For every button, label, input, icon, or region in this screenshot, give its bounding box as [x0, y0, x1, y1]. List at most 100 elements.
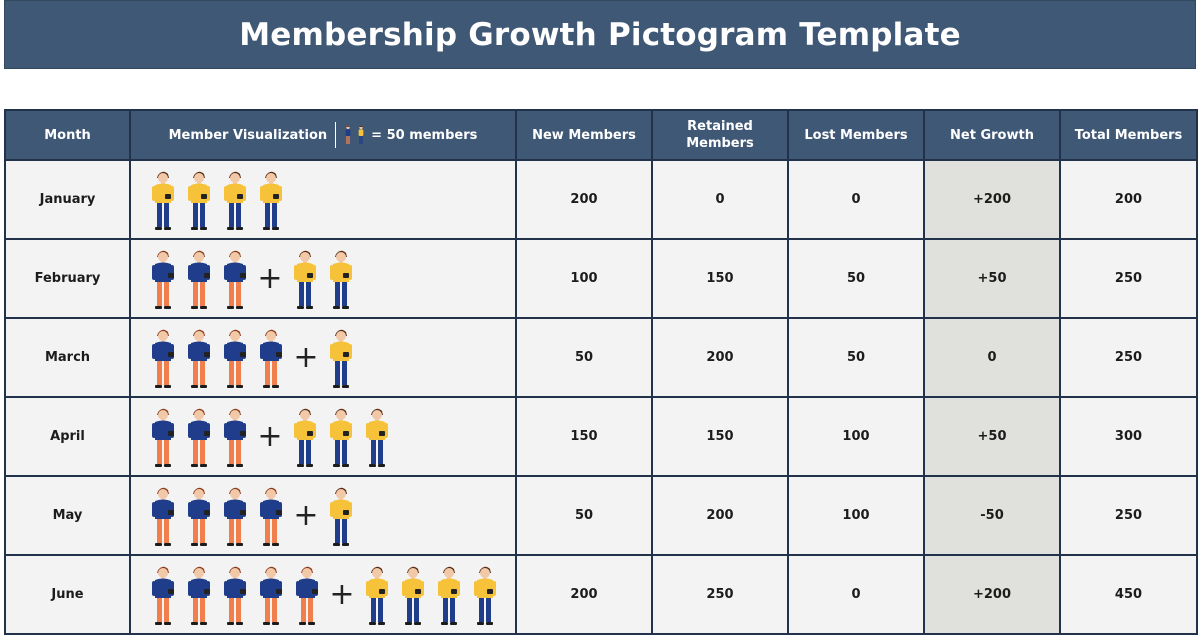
retained-members-cell: 250 [651, 554, 789, 635]
header-new-members: New Members [515, 109, 653, 161]
visualization-cell: + [129, 396, 517, 477]
table-row: March + 50 200 50 0 250 [4, 317, 1198, 398]
pictogram: + [131, 556, 515, 633]
visualization-cell: + [129, 238, 517, 319]
retained-member-legend-icon [345, 125, 351, 144]
retained-members-cell: 150 [651, 238, 789, 319]
retained-member-icon [224, 329, 246, 388]
new-member-icon [224, 171, 246, 230]
visualization-cell [129, 159, 517, 240]
new-members-cell: 50 [515, 475, 653, 556]
new-member-icon [402, 566, 424, 625]
pictogram: + [131, 240, 515, 317]
title-bar: Membership Growth Pictogram Template [4, 0, 1196, 69]
legend-icons [342, 122, 367, 148]
new-members-cell: 200 [515, 159, 653, 240]
total-members-cell: 450 [1059, 554, 1198, 635]
visualization-cell: + [129, 475, 517, 556]
retained-member-icon [152, 566, 174, 625]
new-member-icon [260, 171, 282, 230]
new-member-icon [438, 566, 460, 625]
table-body: January 200 0 0 +200 200 February + 100 … [4, 159, 1198, 635]
total-members-cell: 300 [1059, 396, 1198, 477]
plus-sign: + [293, 339, 319, 375]
header-total-members: Total Members [1059, 109, 1198, 161]
lost-members-cell: 0 [787, 554, 925, 635]
total-members-cell: 250 [1059, 317, 1198, 398]
month-cell: January [4, 159, 131, 240]
plus-sign: + [257, 418, 283, 454]
new-member-icon [366, 408, 388, 467]
net-growth-cell: +50 [923, 238, 1061, 319]
plus-sign: + [257, 260, 283, 296]
new-member-icon [330, 329, 352, 388]
header-net-growth: Net Growth [923, 109, 1061, 161]
lost-members-cell: 50 [787, 317, 925, 398]
lost-members-cell: 100 [787, 475, 925, 556]
membership-table: Month Member Visualization = 50 members [4, 109, 1198, 635]
pictogram [131, 161, 515, 238]
retained-member-icon [188, 250, 210, 309]
table-row: May + 50 200 100 -50 250 [4, 475, 1198, 556]
table-row: June + 200 250 0 +200 450 [4, 554, 1198, 635]
pictogram: + [131, 319, 515, 396]
new-member-legend-icon [358, 125, 364, 144]
total-members-cell: 250 [1059, 238, 1198, 319]
month-cell: April [4, 396, 131, 477]
new-members-cell: 150 [515, 396, 653, 477]
retained-members-cell: 0 [651, 159, 789, 240]
plus-sign: + [293, 497, 319, 533]
retained-member-icon [224, 408, 246, 467]
plus-sign: + [329, 576, 355, 612]
retained-member-icon [224, 487, 246, 546]
retained-member-icon [152, 329, 174, 388]
header-separator [335, 122, 337, 148]
retained-member-icon [188, 487, 210, 546]
net-growth-cell: 0 [923, 317, 1061, 398]
total-members-cell: 200 [1059, 159, 1198, 240]
new-members-cell: 100 [515, 238, 653, 319]
table-row: April + 150 150 100 +50 300 [4, 396, 1198, 477]
new-member-icon [330, 250, 352, 309]
visualization-cell: + [129, 554, 517, 635]
header-retained-members: Retained Members [651, 109, 789, 161]
retained-member-icon [188, 408, 210, 467]
new-member-icon [152, 171, 174, 230]
page-title: Membership Growth Pictogram Template [239, 16, 961, 53]
retained-member-icon [152, 250, 174, 309]
lost-members-cell: 0 [787, 159, 925, 240]
retained-members-cell: 150 [651, 396, 789, 477]
header-visualization: Member Visualization = 50 members [129, 109, 517, 161]
retained-member-icon [188, 566, 210, 625]
month-cell: March [4, 317, 131, 398]
table-row: February + 100 150 50 +50 250 [4, 238, 1198, 319]
table-row: January 200 0 0 +200 200 [4, 159, 1198, 240]
month-cell: February [4, 238, 131, 319]
new-member-icon [188, 171, 210, 230]
new-member-icon [366, 566, 388, 625]
total-members-cell: 250 [1059, 475, 1198, 556]
new-member-icon [474, 566, 496, 625]
header-row: Month Member Visualization = 50 members [4, 109, 1198, 161]
retained-member-icon [152, 408, 174, 467]
lost-members-cell: 50 [787, 238, 925, 319]
retained-member-icon [296, 566, 318, 625]
header-lost-members: Lost Members [787, 109, 925, 161]
header-month: Month [4, 109, 131, 161]
retained-member-icon [260, 329, 282, 388]
net-growth-cell: +200 [923, 554, 1061, 635]
retained-member-icon [152, 487, 174, 546]
new-member-icon [294, 408, 316, 467]
new-member-icon [330, 408, 352, 467]
pictogram: + [131, 398, 515, 475]
retained-member-icon [260, 566, 282, 625]
retained-member-icon [188, 329, 210, 388]
month-cell: May [4, 475, 131, 556]
retained-members-cell: 200 [651, 317, 789, 398]
new-members-cell: 50 [515, 317, 653, 398]
pictogram: + [131, 477, 515, 554]
net-growth-cell: +50 [923, 396, 1061, 477]
header-visualization-label: Member Visualization [168, 127, 328, 143]
legend-text: = 50 members [371, 127, 478, 143]
retained-members-cell: 200 [651, 475, 789, 556]
